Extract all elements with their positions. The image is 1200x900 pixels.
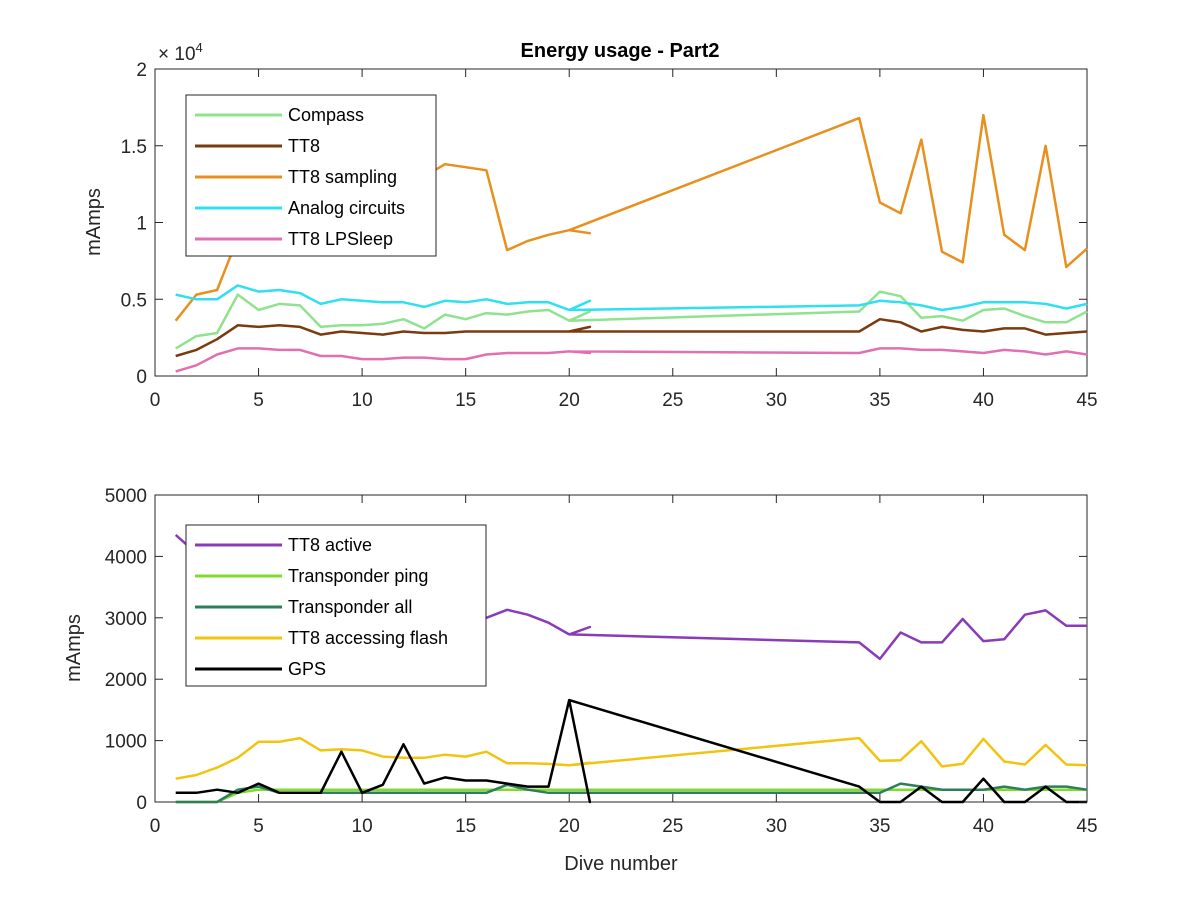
bottom-y-tick-label: 0	[136, 793, 147, 814]
top-x-tick-label: 45	[1076, 390, 1097, 411]
top-x-tick-label: 10	[352, 390, 373, 411]
bottom-y-tick-label: 3000	[105, 609, 147, 630]
top-y-tick-label: 1	[136, 214, 147, 235]
top-legend-label: TT8 LPSleep	[288, 229, 393, 249]
top-x-tick-label: 0	[150, 390, 161, 411]
top-axes: 0 5 10 15 20 25 30 35 40 45 0 0.5 1 1.5 2	[121, 60, 1098, 411]
top-legend: Compass TT8 TT8 sampling Analog circuits TT8…	[185, 94, 437, 257]
bottom-legend: TT8 active Transponder ping Transponder al…	[185, 524, 487, 687]
top-y-tick-label: 1.5	[121, 137, 147, 158]
bottom-y-tick-label: 1000	[105, 732, 147, 753]
bottom-y-axis-label: mAmps	[63, 614, 85, 682]
bottom-legend-label: Transponder all	[288, 597, 412, 617]
top-series-line-4	[175, 347, 1088, 373]
top-y-tick-label: 0	[136, 367, 147, 388]
bottom-x-tick-label: 15	[455, 816, 476, 837]
top-x-tick-label: 30	[766, 390, 787, 411]
bottom-x-tick-label: 0	[150, 816, 161, 837]
bottom-series-line-4	[175, 698, 1087, 804]
bottom-y-tick-label: 2000	[105, 670, 147, 691]
bottom-x-tick-label: 10	[352, 816, 373, 837]
top-x-tick-label: 15	[455, 390, 476, 411]
top-series-line-1	[175, 317, 1088, 358]
bottom-plot-frame	[154, 494, 1088, 803]
bottom-x-tick-label: 40	[973, 816, 994, 837]
bottom-axes: 0 5 10 15 20 25 30 35 40 45 0 1000 2000 3000 4000 5000	[105, 486, 1098, 837]
bottom-x-tick-label: 25	[662, 816, 683, 837]
top-y-axis-label: mAmps	[83, 188, 105, 256]
top-legend-label: Compass	[288, 105, 364, 125]
top-y-tick-label: 2	[136, 60, 147, 81]
bottom-legend-label: TT8 active	[288, 535, 372, 555]
bottom-legend-label: GPS	[288, 659, 326, 679]
bottom-x-tick-label: 45	[1076, 816, 1097, 837]
bottom-x-tick-label: 30	[766, 816, 787, 837]
top-legend-label: Analog circuits	[288, 198, 405, 218]
top-x-tick-label: 5	[253, 390, 264, 411]
y-exponent-label: × 104	[158, 40, 203, 65]
top-series-line-0	[175, 290, 1088, 350]
bottom-x-axis-label: Dive number	[564, 853, 678, 875]
bottom-series-line-3	[175, 736, 1088, 780]
bottom-y-tick-label: 4000	[105, 547, 147, 568]
top-plot-series	[174, 113, 1088, 373]
bottom-legend-label: TT8 accessing flash	[288, 628, 448, 648]
top-series-line-3	[175, 284, 1088, 312]
top-legend-label: TT8 sampling	[288, 167, 397, 187]
bottom-x-tick-label: 35	[869, 816, 890, 837]
bottom-x-tick-label: 5	[253, 816, 264, 837]
top-x-tick-label: 25	[662, 390, 683, 411]
top-x-tick-label: 40	[973, 390, 994, 411]
bottom-legend-label: Transponder ping	[288, 566, 428, 586]
top-x-tick-label: 20	[559, 390, 580, 411]
bottom-x-tick-label: 20	[559, 816, 580, 837]
top-x-tick-label: 35	[869, 390, 890, 411]
top-y-tick-label: 0.5	[121, 290, 147, 311]
chart-title: Energy usage - Part2	[521, 40, 720, 62]
bottom-y-tick-label: 5000	[105, 486, 147, 507]
bottom-series-line-1	[175, 788, 1087, 804]
top-legend-label: TT8	[288, 136, 320, 156]
